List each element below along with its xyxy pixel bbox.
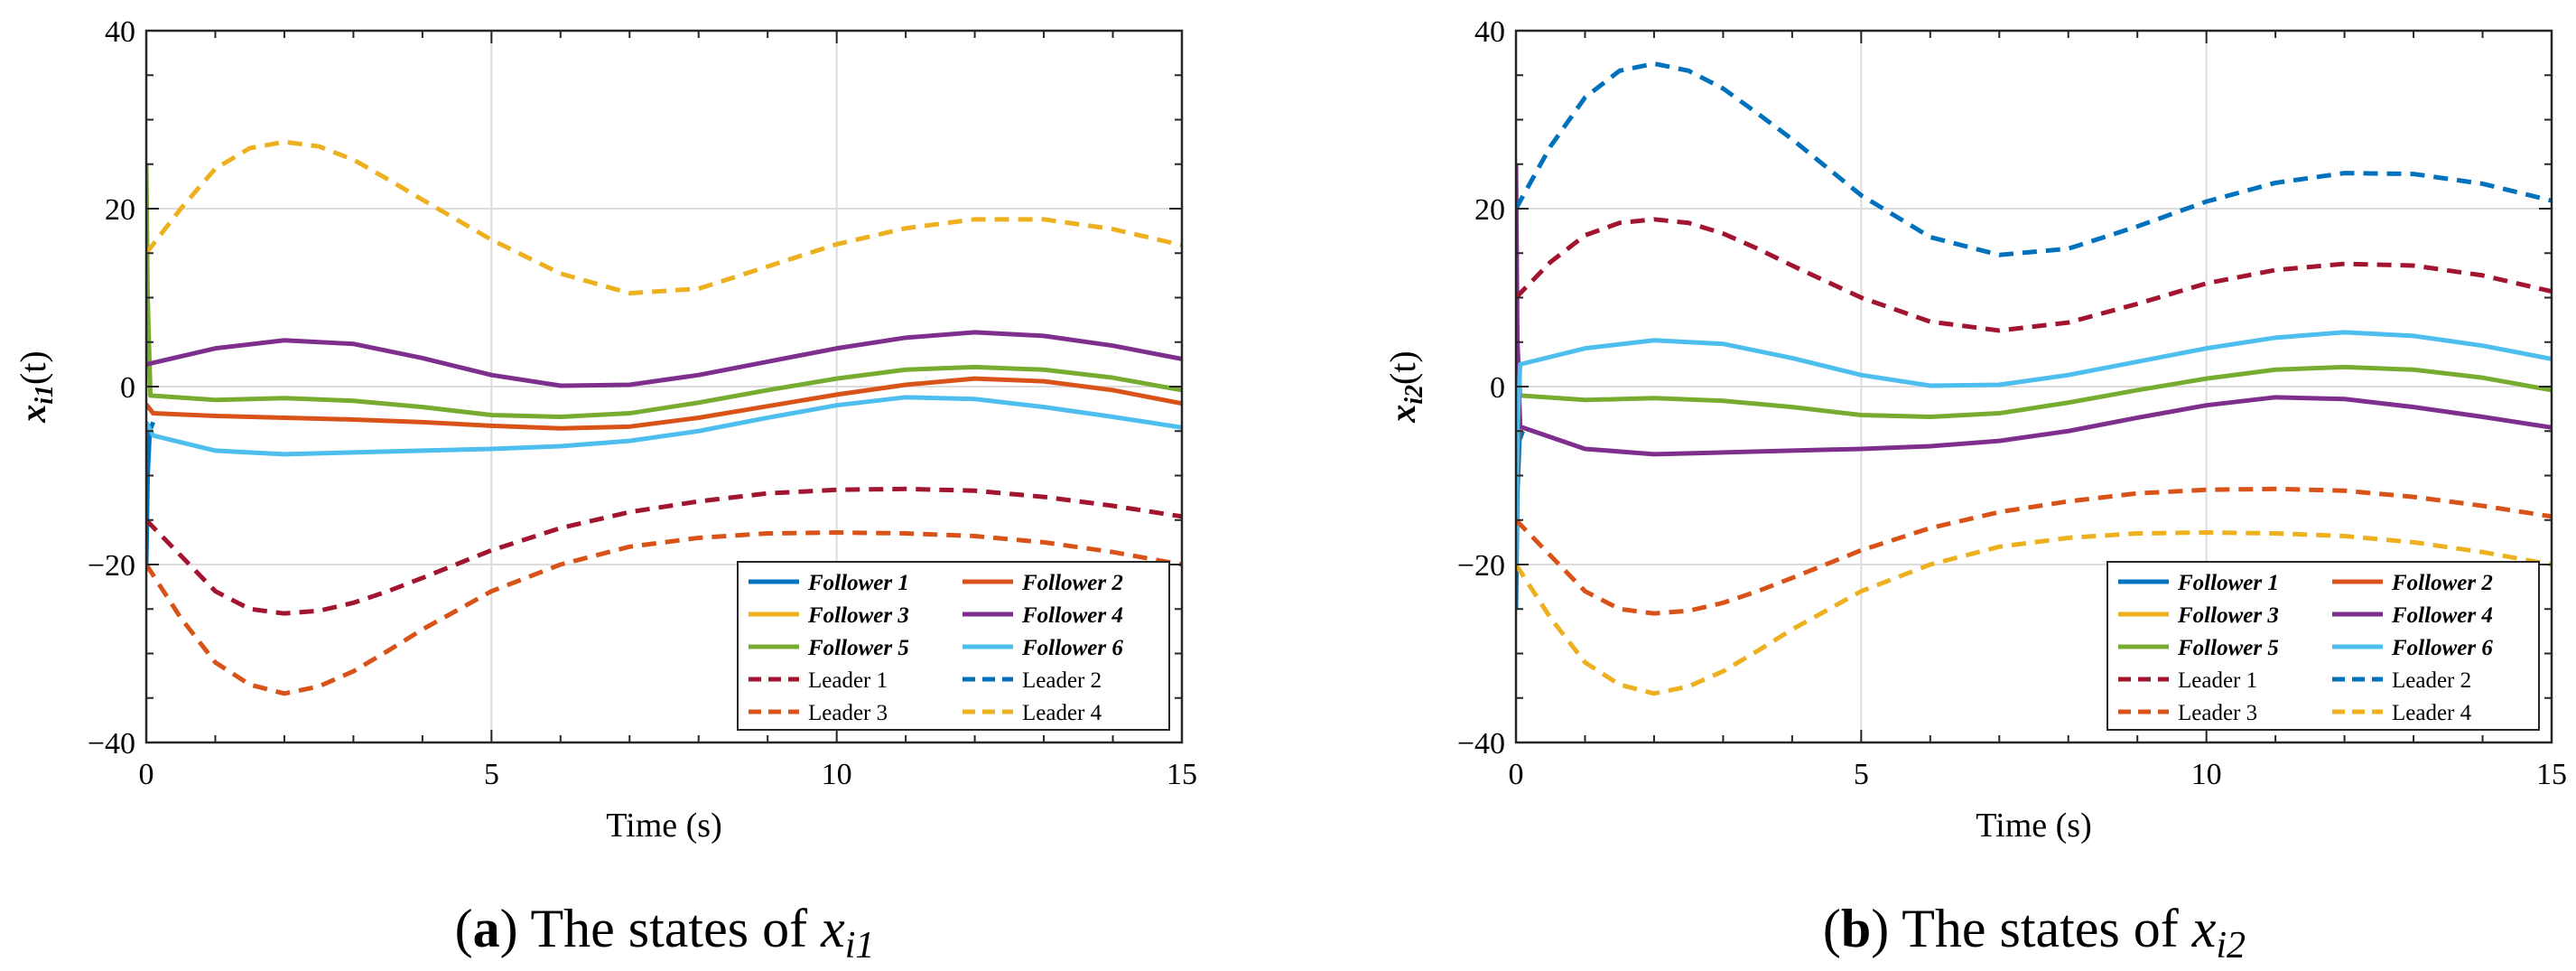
x-axis-label: Time (s) [1976, 807, 2091, 845]
caption-paren-close: ) [500, 899, 531, 958]
legend: Follower 1 Follower 2 Follower 3 Follower 4… [737, 561, 1170, 731]
y-label-sub: i1 [31, 385, 59, 405]
caption-paren-open: ( [455, 899, 473, 958]
x-tick-label: 5 [1854, 758, 1869, 791]
caption-var: x [820, 899, 845, 958]
legend-box [2106, 561, 2540, 731]
series-group [146, 139, 1182, 696]
caption-sub: i2 [2216, 925, 2246, 966]
legend-label: Leader 2 [1022, 668, 1102, 693]
x-tick-label: 15 [1167, 758, 1197, 791]
legend-box [737, 561, 1170, 731]
x-tick-label: 0 [1509, 758, 1524, 791]
legend-label: Follower 6 [1021, 636, 1123, 660]
caption-letter: b [1841, 899, 1871, 958]
legend-label: Leader 3 [808, 701, 888, 725]
legend-label: Follower 5 [807, 636, 909, 660]
legend-label: Follower 5 [2177, 636, 2279, 660]
legend-label: Follower 2 [2391, 571, 2493, 595]
x-axis-label: Time (s) [606, 807, 721, 845]
series-line-follower-4 [1516, 163, 2552, 457]
y-label-arg: (t) [1382, 350, 1423, 385]
y-label-var: x [13, 405, 53, 424]
legend-label: Follower 1 [807, 571, 909, 595]
series-line-leader-3 [146, 530, 1182, 696]
y-tick-label: 20 [1474, 193, 1505, 227]
legend-label: Follower 1 [2177, 571, 2279, 595]
series-line-follower-6 [1516, 330, 2552, 565]
x-tick-label: 10 [822, 758, 852, 791]
series-line-leader-2 [1516, 61, 2552, 257]
caption-var: x [2191, 899, 2217, 958]
panel-caption: (a) The states of xi1 [455, 899, 875, 966]
y-label-var: x [1382, 405, 1423, 424]
legend-label: Follower 6 [2391, 636, 2493, 660]
series-line-leader-1 [146, 486, 1182, 616]
y-tick-label: −40 [1457, 727, 1505, 761]
legend-label: Follower 2 [1021, 571, 1123, 595]
plot-frame [1514, 29, 2553, 744]
series-line-follower-6 [146, 395, 1182, 457]
y-tick-label: −20 [88, 549, 135, 583]
caption-paren-open: ( [1823, 899, 1841, 958]
series-line-follower-4 [146, 330, 1182, 388]
y-label-arg: (t) [13, 350, 53, 385]
y-tick-label: 20 [105, 193, 135, 227]
x-tick-label: 0 [139, 758, 154, 791]
legend-label: Leader 4 [1022, 701, 1102, 725]
y-axis-label: xi2(t) [1382, 350, 1428, 424]
legend-label: Follower 4 [1021, 603, 1123, 628]
caption-text: The states of [531, 899, 822, 958]
y-tick-label: 0 [1490, 371, 1505, 405]
series-line-follower-2 [146, 376, 1182, 431]
legend-label: Leader 3 [2178, 701, 2257, 725]
legend-label: Leader 4 [2392, 701, 2472, 725]
caption-text: The states of [1902, 899, 2192, 958]
caption-sub: i1 [845, 925, 875, 966]
series-line-leader-4 [1516, 530, 2552, 696]
caption-paren-close: ) [1871, 899, 1902, 958]
y-tick-label: 40 [1474, 15, 1505, 49]
y-label-sub: i2 [1400, 385, 1428, 405]
series-line-leader-1 [1516, 217, 2552, 333]
y-tick-label: 40 [105, 15, 135, 49]
series-group [1516, 61, 2552, 696]
x-tick-label: 10 [2191, 758, 2222, 791]
series-line-leader-3 [1516, 486, 2552, 616]
y-tick-label: −40 [88, 727, 135, 761]
series-line-follower-5 [146, 163, 1182, 419]
legend-label: Leader 2 [2392, 668, 2471, 693]
legend-label: Follower 3 [807, 603, 909, 628]
y-tick-label: −20 [1457, 549, 1505, 583]
legend-label: Follower 4 [2391, 603, 2493, 628]
x-tick-label: 15 [2536, 758, 2567, 791]
plot-frame [144, 29, 1184, 744]
x-tick-label: 5 [484, 758, 499, 791]
legend: Follower 1 Follower 2 Follower 3 Follower 4… [2106, 561, 2540, 731]
caption-letter: a [473, 899, 500, 958]
legend-label: Leader 1 [2178, 668, 2257, 693]
legend-label: Follower 3 [2177, 603, 2279, 628]
panel-caption: (b) The states of xi2 [1823, 899, 2246, 966]
y-tick-label: 0 [120, 371, 135, 405]
series-line-follower-5 [1516, 279, 2552, 419]
series-line-leader-4 [146, 139, 1182, 296]
legend-label: Leader 1 [808, 668, 888, 693]
y-axis-label: xi1(t) [13, 350, 59, 424]
